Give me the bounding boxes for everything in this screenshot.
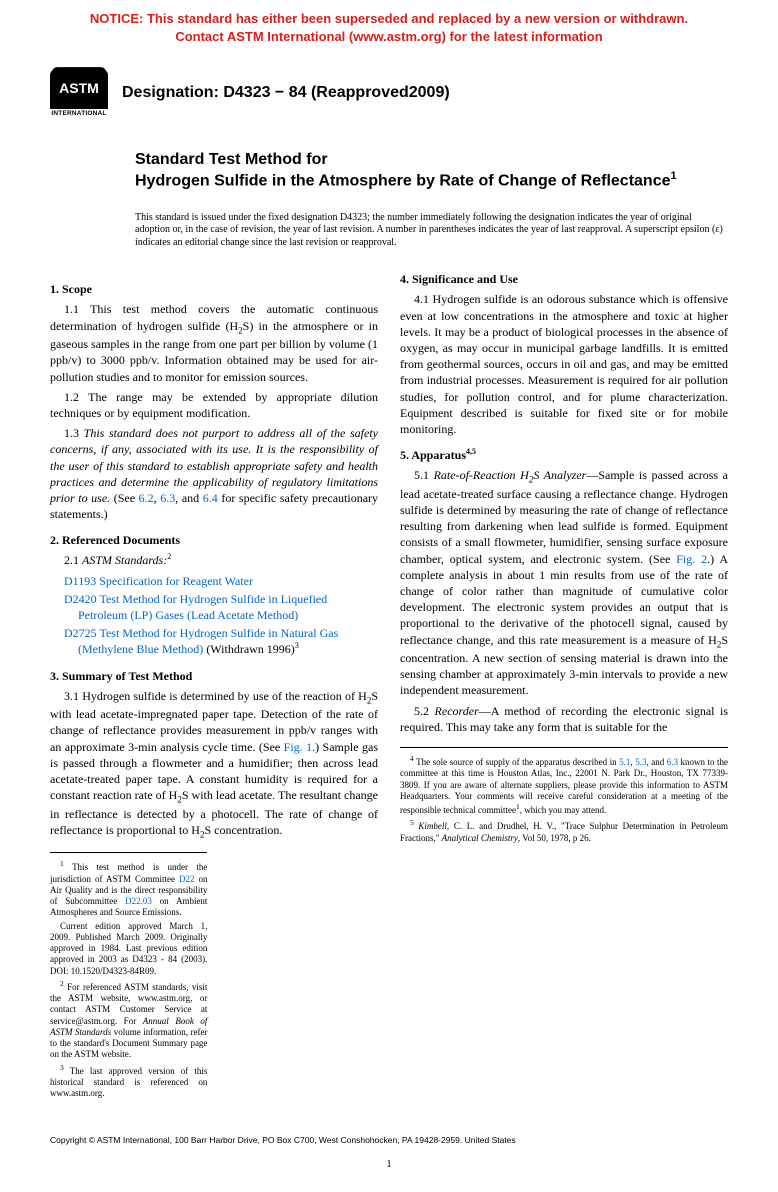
page-number: 1 — [0, 1151, 778, 1192]
title-block: Standard Test Method for Hydrogen Sulfid… — [0, 127, 778, 200]
footnote-1: 1 This test method is under the jurisdic… — [50, 859, 207, 918]
footnote-4: 4 The sole source of supply of the appar… — [400, 754, 728, 816]
para-3-1: 3.1 Hydrogen sulfide is determined by us… — [50, 688, 378, 841]
section-3-head: 3. Summary of Test Method — [50, 668, 378, 684]
link-6-3[interactable]: 6.3 — [160, 491, 175, 505]
link-6-4[interactable]: 6.4 — [203, 491, 218, 505]
body-columns: 1. Scope 1.1 This test method covers the… — [0, 257, 778, 1107]
footnote-2: 2 For referenced ASTM standards, visit t… — [50, 979, 207, 1061]
copyright: Copyright © ASTM International, 100 Barr… — [0, 1107, 778, 1150]
designation: Designation: D4323 − 84 (Reapproved2009) — [122, 82, 450, 104]
para-1-3: 1.3 This standard does not purport to ad… — [50, 425, 378, 522]
section-4-head: 4. Significance and Use — [400, 271, 728, 287]
notice-line2: Contact ASTM International (www.astm.org… — [40, 28, 738, 46]
footnotes-left: 1 This test method is under the jurisdic… — [50, 852, 207, 1099]
ref-d2725: D2725 Test Method for Hydrogen Sulfide i… — [64, 625, 378, 657]
link-fig-2[interactable]: Fig. 2 — [676, 552, 707, 566]
footnote-1b: Current edition approved March 1, 2009. … — [50, 921, 207, 977]
link-fig-1[interactable]: Fig. 1 — [284, 740, 312, 754]
title-main: Hydrogen Sulfide in the Atmosphere by Ra… — [135, 170, 728, 191]
issue-note: This standard is issued under the fixed … — [0, 200, 778, 258]
footnote-3: 3 The last approved version of this hist… — [50, 1063, 207, 1100]
astm-logo: ASTM INTERNATIONAL — [50, 67, 108, 119]
para-5-1: 5.1 Rate-of-Reaction H2S Analyzer—Sample… — [400, 467, 728, 698]
logo-badge: ASTM — [50, 67, 108, 109]
notice-banner: NOTICE: This standard has either been su… — [0, 0, 778, 49]
notice-line1: NOTICE: This standard has either been su… — [40, 10, 738, 28]
title-pre: Standard Test Method for — [135, 149, 728, 171]
link-6-2[interactable]: 6.2 — [139, 491, 154, 505]
footnote-5: 5 Kimbell, C. L. and Drudhel, H. V., "Tr… — [400, 818, 728, 844]
logo-subtext: INTERNATIONAL — [50, 110, 108, 119]
title-footnote-ref: 1 — [670, 170, 676, 182]
section-1-head: 1. Scope — [50, 281, 378, 297]
para-1-2: 1.2 The range may be extended by appropr… — [50, 389, 378, 421]
para-5-2: 5.2 Recorder—A method of recording the e… — [400, 703, 728, 735]
ref-d1193: D1193 Specification for Reagent Water — [64, 573, 378, 589]
section-5-head: 5. Apparatus4,5 — [400, 447, 728, 463]
ref-d2420: D2420 Test Method for Hydrogen Sulfide i… — [64, 591, 378, 623]
para-1-1: 1.1 This test method covers the automati… — [50, 301, 378, 384]
para-2-1: 2.1 ASTM Standards:2 — [50, 552, 378, 568]
footnotes-right: 4 The sole source of supply of the appar… — [400, 747, 728, 844]
para-4-1: 4.1 Hydrogen sulfide is an odorous subst… — [400, 291, 728, 437]
section-2-head: 2. Referenced Documents — [50, 532, 378, 548]
header: ASTM INTERNATIONAL Designation: D4323 − … — [0, 49, 778, 127]
